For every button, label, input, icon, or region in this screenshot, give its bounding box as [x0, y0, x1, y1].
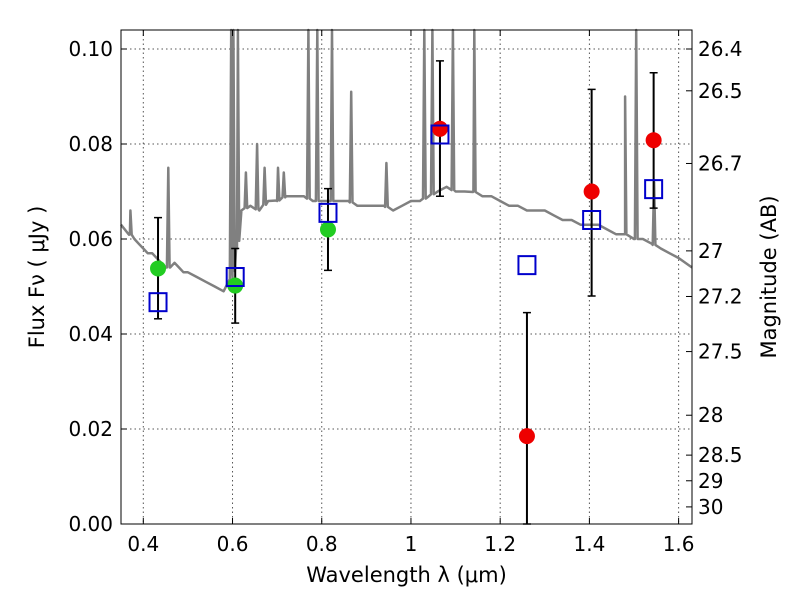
x-tick-label: 0.4 — [127, 532, 159, 556]
markers-layer — [148, 120, 664, 445]
model-square-point — [318, 202, 338, 223]
x-tick-label: 1.6 — [663, 532, 695, 556]
x-tick-label: 1.2 — [484, 532, 516, 556]
model-square-point — [430, 124, 450, 145]
green-data-point — [319, 221, 336, 238]
green-data-point — [150, 260, 167, 277]
plot-frame — [120, 29, 693, 525]
y2-tick-label: 26.4 — [698, 37, 743, 61]
y-tick-label: 0.02 — [68, 417, 113, 441]
y2-tick-label: 28 — [698, 403, 723, 427]
model-square-point — [517, 255, 537, 276]
y2-tick-label: 29 — [698, 469, 723, 493]
model-square-point — [148, 292, 168, 313]
y2-tick-label: 27 — [698, 239, 723, 263]
spectrum-line — [120, 28, 693, 293]
y-tick-label: 0.08 — [68, 132, 113, 156]
x-axis-label: Wavelength λ (μm) — [306, 563, 507, 587]
y2-tick-label: 27.5 — [698, 340, 743, 364]
model-square-point — [644, 179, 664, 200]
x-tick-label: 1 — [405, 532, 418, 556]
ticks-layer: 0.4 0.6 0.8 1 1.2 1.4 1.6 0.00 0.02 0.04 0.06 0.08 0… — [68, 30, 743, 556]
x-tick-label: 0.6 — [217, 532, 249, 556]
model-square-point — [582, 210, 602, 230]
x-tick-label: 1.4 — [573, 532, 605, 556]
model-square-point — [225, 267, 245, 287]
y2-tick-label: 26.7 — [698, 151, 743, 175]
y2-tick-label: 26.5 — [698, 79, 743, 103]
x-tick-label: 0.8 — [306, 532, 338, 556]
red-data-point — [431, 120, 448, 137]
red-data-point — [645, 132, 662, 149]
y-tick-label: 0.06 — [68, 227, 113, 251]
y2-tick-label: 28.5 — [698, 443, 743, 467]
red-data-point — [583, 183, 600, 200]
y-tick-label: 0.10 — [68, 37, 113, 61]
grid — [121, 30, 692, 525]
red-data-point — [518, 428, 535, 445]
y-tick-label: 0.04 — [68, 322, 113, 346]
spectrum-layer — [120, 28, 693, 293]
y-tick-label: 0.00 — [68, 512, 113, 536]
y-axis-label: Flux Fν ( μJy ) — [25, 206, 49, 349]
y2-tick-label: 27.2 — [698, 284, 743, 308]
y2-tick-label: 30 — [698, 495, 723, 519]
y2-axis-label: Magnitude (AB) — [757, 195, 781, 358]
